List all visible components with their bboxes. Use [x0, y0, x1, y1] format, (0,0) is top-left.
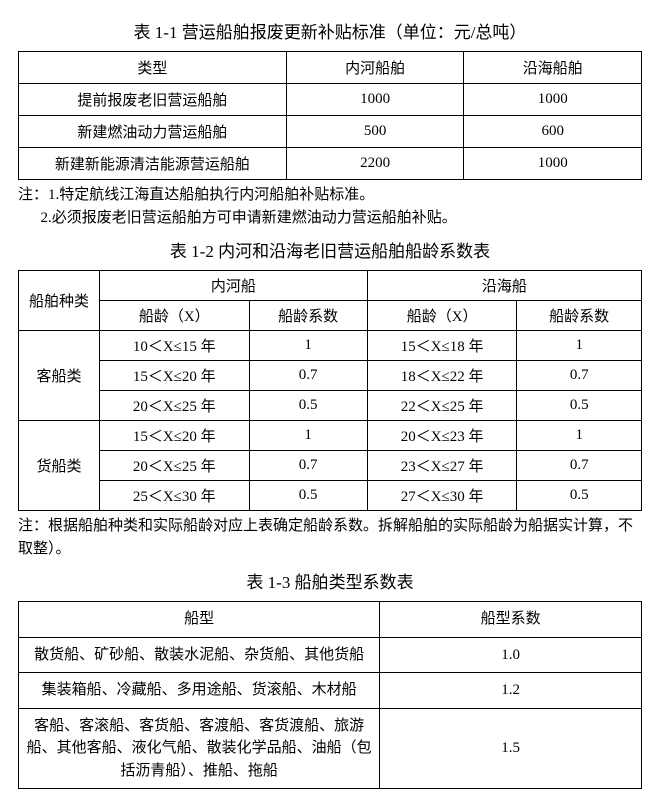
table1-note: 注：1.特定航线江海直达船舶执行内河船舶补贴标准。 2.必须报废老旧营运船舶方可… [18, 184, 642, 229]
t2-g1r1c1: 0.7 [249, 451, 367, 481]
t1-h0: 类型 [19, 52, 287, 84]
t1-r0c2: 1000 [464, 84, 642, 116]
t2-g0r0c3: 1 [517, 331, 642, 361]
t1-r1c1: 500 [286, 116, 464, 148]
t2-g1r0c1: 1 [249, 421, 367, 451]
table1-title: 表 1-1 营运船舶报废更新补贴标准（单位：元/总吨） [18, 18, 642, 43]
t2-g0r1c2: 18＜X≤22 年 [367, 361, 517, 391]
t2-g1r1c2: 23＜X≤27 年 [367, 451, 517, 481]
t2-g1-name: 货船类 [19, 421, 100, 511]
t2-g0-name: 客船类 [19, 331, 100, 421]
t2-g0r0c2: 15＜X≤18 年 [367, 331, 517, 361]
t2-g1r0c3: 1 [517, 421, 642, 451]
t1-r1c2: 600 [464, 116, 642, 148]
t3-r0c1: 1.0 [380, 637, 642, 673]
table3-title: 表 1-3 船舶类型系数表 [18, 568, 642, 593]
table2-note: 注：根据船舶种类和实际船龄对应上表确定船龄系数。拆解船舶的实际船龄为船据实计算，… [18, 515, 642, 560]
t1-h1: 内河船舶 [286, 52, 464, 84]
t2-g0r2c1: 0.5 [249, 391, 367, 421]
t2-h-cat: 船舶种类 [19, 271, 100, 331]
t2-g0r1c0: 15＜X≤20 年 [99, 361, 249, 391]
t2-g1r2c1: 0.5 [249, 481, 367, 511]
t1-r2c2: 1000 [464, 148, 642, 180]
t1-h2: 沿海船舶 [464, 52, 642, 84]
t2-g0r2c3: 0.5 [517, 391, 642, 421]
t2-h-coastal: 沿海船 [367, 271, 641, 301]
t1-r0c0: 提前报废老旧营运船舶 [19, 84, 287, 116]
t1-r1c0: 新建燃油动力营运船舶 [19, 116, 287, 148]
t3-h0: 船型 [19, 602, 380, 638]
t1-r2c0: 新建新能源清洁能源营运船舶 [19, 148, 287, 180]
t2-g1r0c0: 15＜X≤20 年 [99, 421, 249, 451]
t1-r0c1: 1000 [286, 84, 464, 116]
t2-h-coef2: 船龄系数 [517, 301, 642, 331]
table2-title: 表 1-2 内河和沿海老旧营运船舶船龄系数表 [18, 237, 642, 262]
t1-r2c1: 2200 [286, 148, 464, 180]
t2-g1r2c2: 27＜X≤30 年 [367, 481, 517, 511]
t3-r2c1: 1.5 [380, 708, 642, 789]
t2-g1r0c2: 20＜X≤23 年 [367, 421, 517, 451]
t2-g0r1c3: 0.7 [517, 361, 642, 391]
t3-r0c0: 散货船、矿砂船、散装水泥船、杂货船、其他货船 [19, 637, 380, 673]
table1: 类型 内河船舶 沿海船舶 提前报废老旧营运船舶 1000 1000 新建燃油动力… [18, 51, 642, 180]
t3-r2c0: 客船、客滚船、客货船、客渡船、客货渡船、旅游船、其他客船、液化气船、散装化学品船… [19, 708, 380, 789]
t2-g0r2c0: 20＜X≤25 年 [99, 391, 249, 421]
t2-g0r2c2: 22＜X≤25 年 [367, 391, 517, 421]
table2: 船舶种类 内河船 沿海船 船龄（X） 船龄系数 船龄（X） 船龄系数 客船类 1… [18, 270, 642, 511]
t2-g0r1c1: 0.7 [249, 361, 367, 391]
t2-g1r2c0: 25＜X≤30 年 [99, 481, 249, 511]
t2-g0r0c1: 1 [249, 331, 367, 361]
t3-h1: 船型系数 [380, 602, 642, 638]
t3-r1c1: 1.2 [380, 673, 642, 709]
t2-g1r1c0: 20＜X≤25 年 [99, 451, 249, 481]
t2-h-age2: 船龄（X） [367, 301, 517, 331]
t2-g1r1c3: 0.7 [517, 451, 642, 481]
t2-g0r0c0: 10＜X≤15 年 [99, 331, 249, 361]
t2-g1r2c3: 0.5 [517, 481, 642, 511]
t2-h-coef1: 船龄系数 [249, 301, 367, 331]
t3-r1c0: 集装箱船、冷藏船、多用途船、货滚船、木材船 [19, 673, 380, 709]
t2-h-inland: 内河船 [99, 271, 367, 301]
t2-h-age1: 船龄（X） [99, 301, 249, 331]
